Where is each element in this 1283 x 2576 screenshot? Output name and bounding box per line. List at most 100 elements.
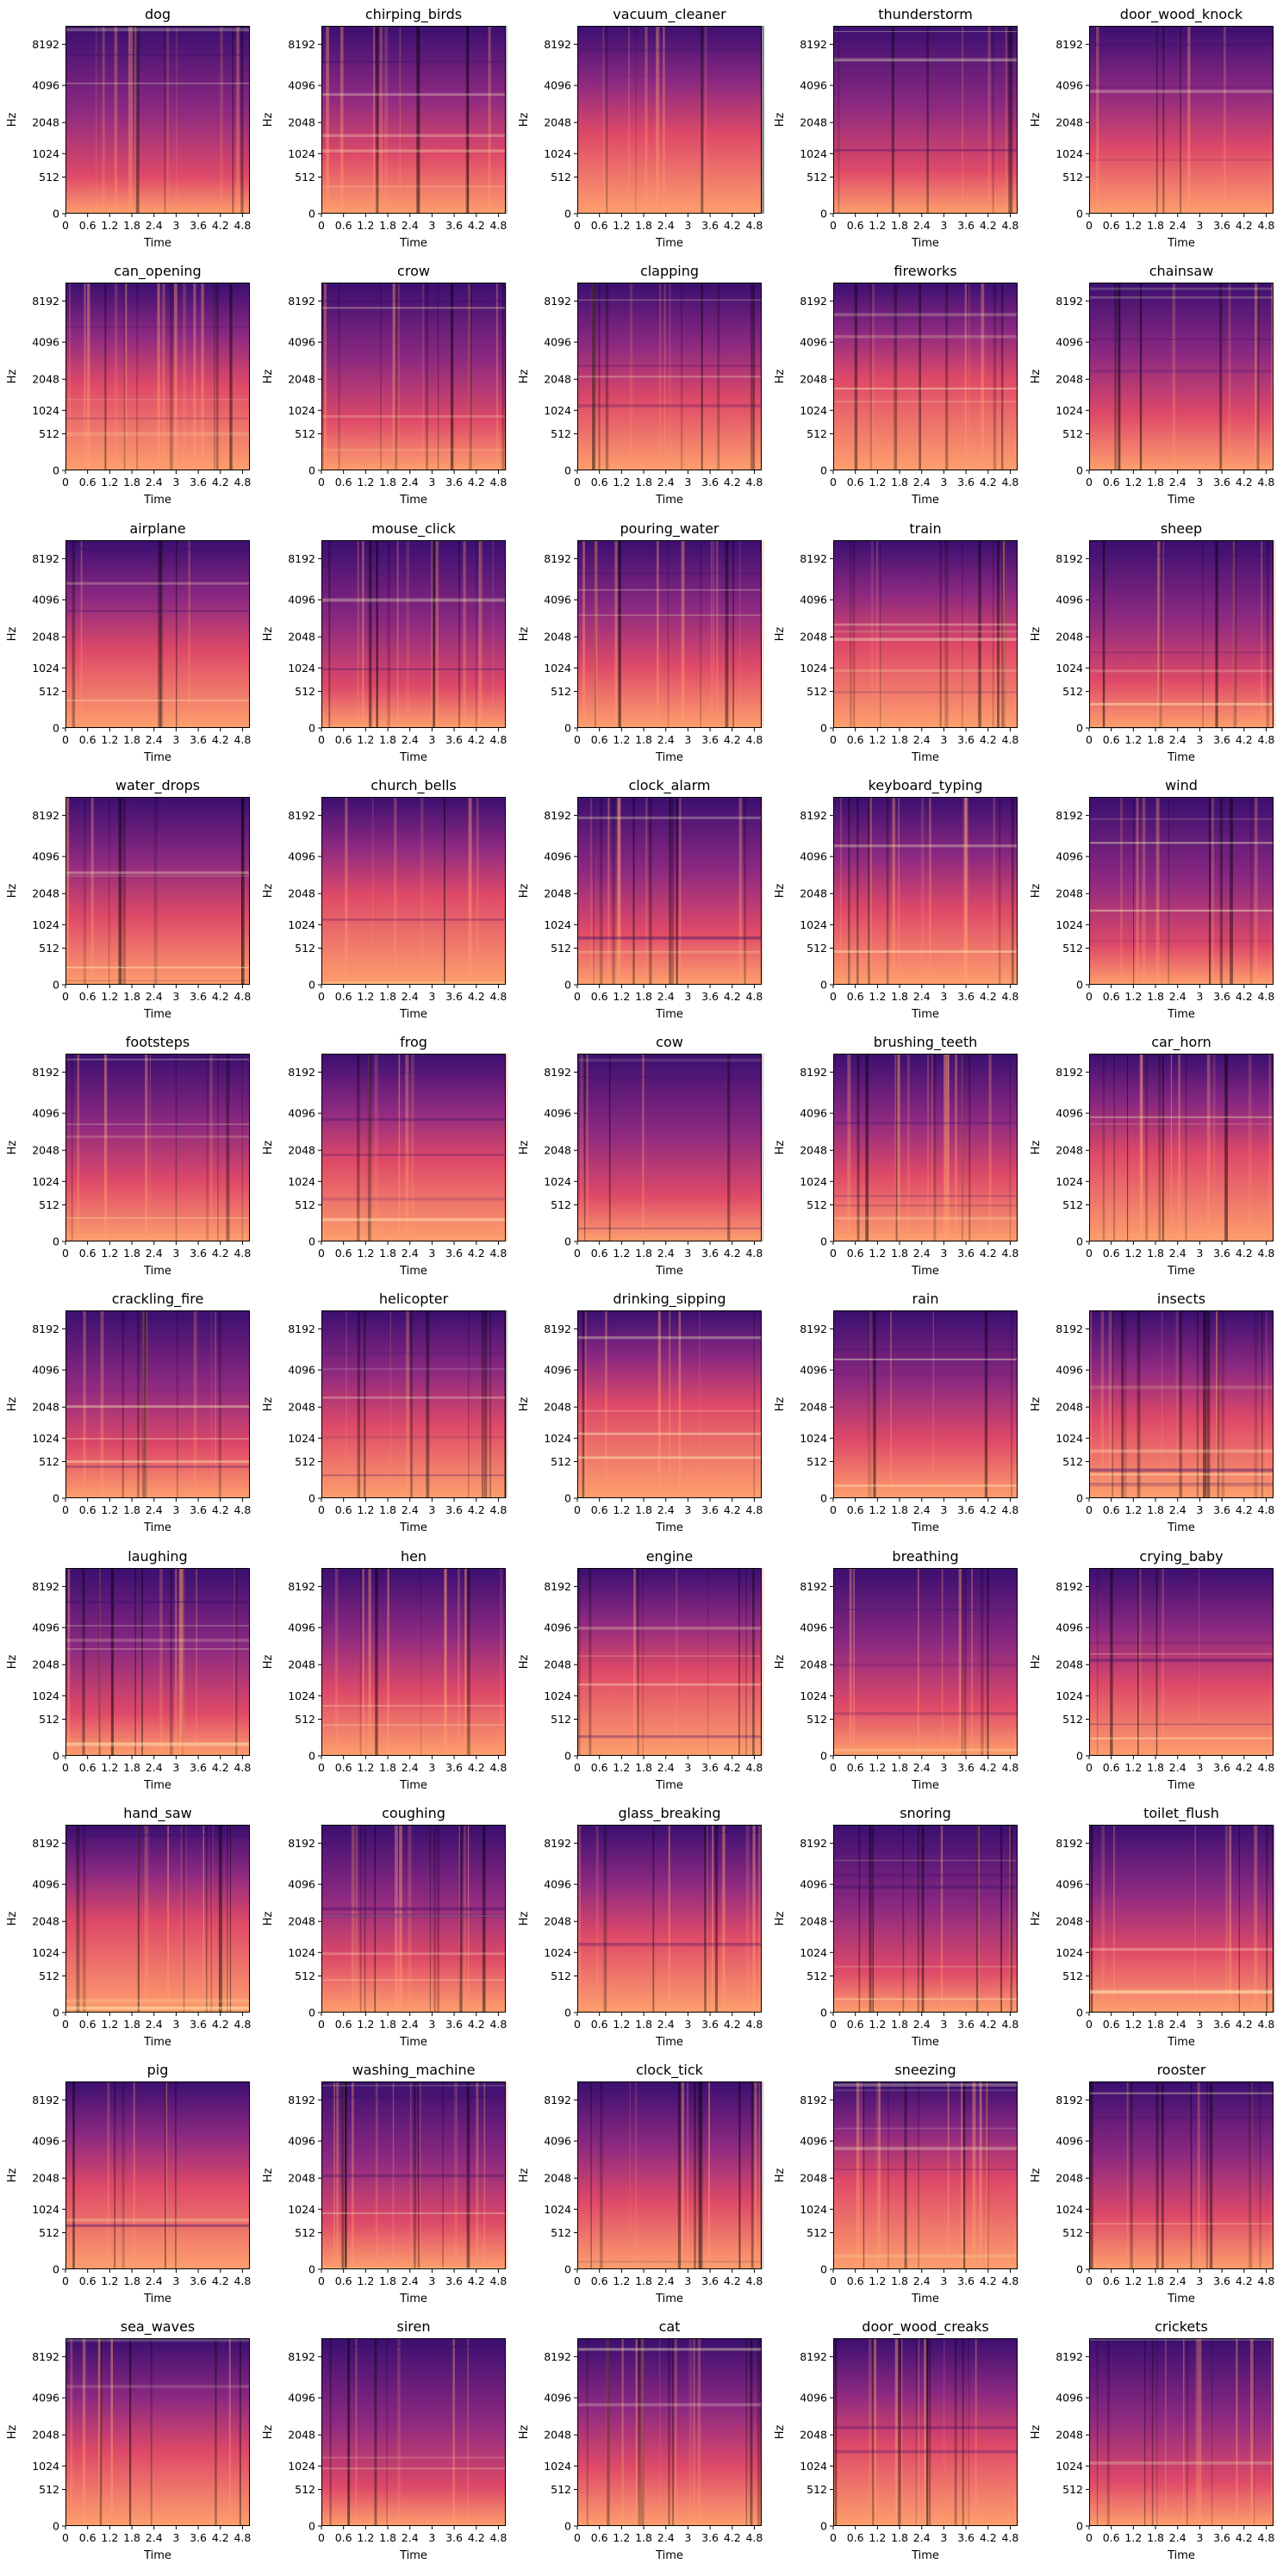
y-tick-label: 1024 <box>32 1946 59 1959</box>
x-tick-label: 0.6 <box>847 990 864 1003</box>
panel-title: door_wood_creaks <box>862 2318 988 2336</box>
y-tick-label: 1024 <box>800 1689 827 1702</box>
spectrogram-image <box>321 26 506 214</box>
spectrogram-image <box>833 1568 1018 1756</box>
spectrogram-streak <box>1145 1054 1149 1241</box>
x-axis-label: Time <box>399 2036 427 2049</box>
x-tick-label: 1.8 <box>891 1761 908 1774</box>
spectrogram-streak <box>962 797 967 985</box>
spectrogram-image <box>577 1568 762 1756</box>
spectrogram-band <box>65 1639 250 1642</box>
spectrogram-streak <box>869 283 873 470</box>
spectrogram-band <box>833 623 1018 626</box>
spectrogram-streak <box>612 797 615 985</box>
spectrogram-streak <box>1090 1310 1092 1498</box>
spectrogram-streak <box>241 1054 243 1241</box>
x-tick-label: 1.2 <box>613 476 630 488</box>
x-tick-label: 0 <box>574 733 581 746</box>
x-tick-label: 0.6 <box>335 1247 352 1260</box>
x-tick-label: 0.6 <box>847 2018 864 2031</box>
spectrogram-band <box>577 816 762 819</box>
plot-frame <box>1089 1568 1274 1756</box>
spectrogram-streak <box>115 283 118 470</box>
spectrogram-streak <box>386 2338 388 2526</box>
spectrogram-streak <box>867 797 870 985</box>
spectrogram-streak <box>458 1568 460 1756</box>
spectrogram-streak <box>657 540 659 728</box>
y-axis-label: Hz <box>262 884 275 899</box>
x-axis-label: Time <box>911 1265 939 1278</box>
spectrogram-streak <box>387 540 390 728</box>
x-tick-label: 3 <box>684 476 691 488</box>
x-tick-label: 2.4 <box>1169 1761 1186 1774</box>
x-tick-label: 4.8 <box>745 1247 763 1260</box>
x-tick-label: 3 <box>428 1503 435 1516</box>
x-tick-label: 1.8 <box>635 219 652 232</box>
spectrogram-streak <box>410 1310 413 1498</box>
spectrogram-streak <box>124 283 128 470</box>
spectrogram-band <box>321 1474 506 1477</box>
x-tick-label: 4.8 <box>1257 476 1274 488</box>
x-tick-label: 0 <box>62 2531 69 2544</box>
spectrogram-band <box>1089 702 1274 706</box>
x-tick-label: 3.6 <box>190 2274 207 2287</box>
spectrogram-image <box>65 1825 250 2013</box>
y-tick-label: 2048 <box>1056 373 1083 386</box>
spectrogram-streak <box>1229 1825 1232 2013</box>
spectrogram-streak <box>745 1568 747 1756</box>
spectrogram-streak <box>1113 1054 1116 1241</box>
x-tick-label: 0 <box>830 219 837 232</box>
spectrogram-streak <box>972 2081 976 2269</box>
y-tick-label: 4096 <box>1056 594 1083 607</box>
spectrogram-streak <box>175 2081 177 2269</box>
x-tick-label: 4.8 <box>234 219 251 232</box>
plot-frame <box>321 1054 506 1241</box>
x-axis-label: Time <box>655 237 683 250</box>
y-tick-label: 512 <box>807 171 827 184</box>
x-tick-label: 1.2 <box>357 990 374 1003</box>
spectrogram-streak <box>958 1568 962 1756</box>
x-tick-label: 4.2 <box>212 733 229 746</box>
x-tick-label: 1.8 <box>379 2531 396 2544</box>
x-tick-label: 0 <box>830 476 837 488</box>
spectrogram-streak <box>1223 26 1226 214</box>
spectrogram-streak <box>1155 26 1158 214</box>
panel-title: sneezing <box>894 2062 956 2078</box>
spectrogram-band <box>1089 1737 1274 1739</box>
spectrogram-streak <box>444 797 445 985</box>
spectrogram-streak <box>1271 2338 1274 2526</box>
x-tick-label: 3 <box>940 1247 947 1260</box>
y-tick-label: 2048 <box>32 1658 59 1671</box>
y-tick-label: 1024 <box>800 2203 827 2216</box>
y-tick-label: 8192 <box>288 552 315 565</box>
y-tick-label: 8192 <box>1056 1580 1083 1593</box>
y-tick-label: 0 <box>820 464 827 477</box>
spectrogram-band <box>1089 370 1274 373</box>
x-tick-label: 0.6 <box>847 219 864 232</box>
y-tick-label: 2048 <box>288 1401 315 1414</box>
spectrogram-streak <box>979 2081 982 2269</box>
spectrogram-streak <box>863 2081 865 2269</box>
y-tick-label: 4096 <box>288 1878 315 1891</box>
x-tick-label: 3.6 <box>701 1761 719 1774</box>
x-tick-label: 0.6 <box>335 1503 352 1516</box>
spectrogram-band <box>65 53 250 56</box>
spectrogram-streak <box>917 1825 919 2013</box>
spectrogram-band <box>1089 2338 1274 2341</box>
x-tick-label: 0 <box>574 2531 581 2544</box>
x-tick-label: 3.6 <box>1213 1247 1230 1260</box>
x-tick-label: 3.6 <box>957 2274 975 2287</box>
spectrogram-streak <box>739 540 741 728</box>
y-tick-label: 8192 <box>32 295 59 308</box>
y-tick-label: 4096 <box>1056 336 1083 349</box>
spectrogram-band <box>833 1122 1018 1124</box>
x-tick-label: 0 <box>62 1503 69 1516</box>
panel-title: water_drops <box>115 777 200 794</box>
y-tick-label: 0 <box>1076 722 1083 735</box>
spectrogram-streak <box>1238 1825 1240 2013</box>
spectrogram-band <box>577 1943 762 1946</box>
spectrogram-image <box>65 797 250 985</box>
spectrogram-streak <box>723 1825 726 2013</box>
x-tick-label: 3 <box>428 990 435 1003</box>
x-axis-label: Time <box>1167 2036 1195 2049</box>
